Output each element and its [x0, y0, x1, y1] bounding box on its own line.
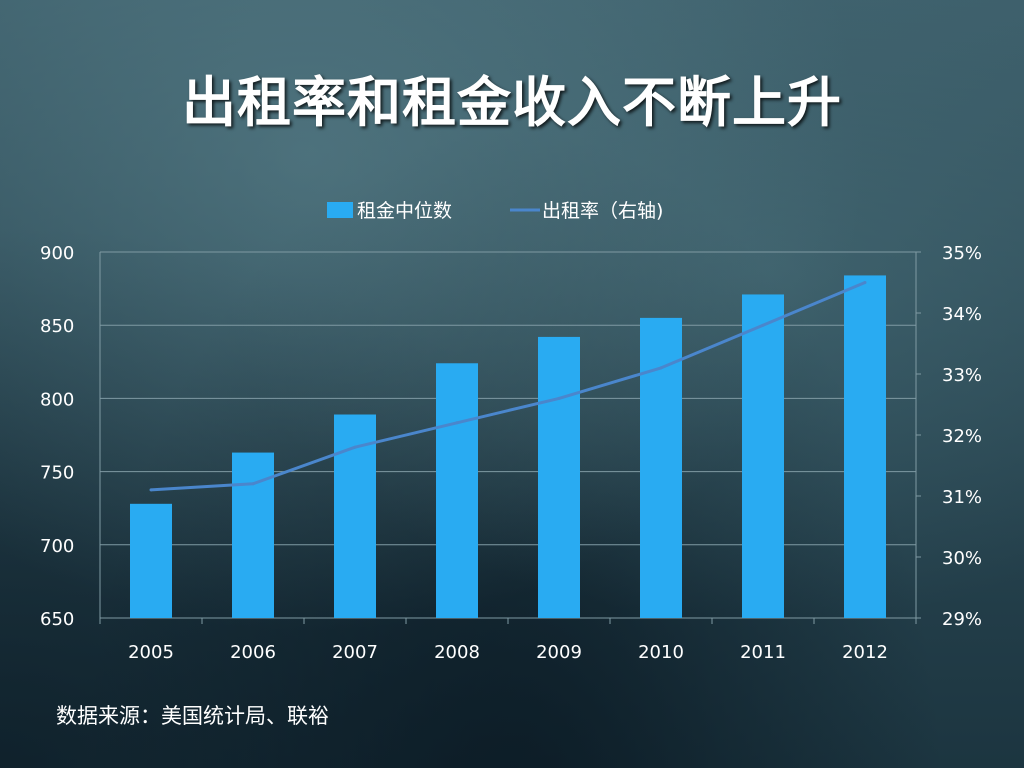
x-axis-tick-label: 2008	[434, 642, 480, 663]
legend-label-bar: 租金中位数	[357, 200, 452, 222]
x-axis-tick-label: 2012	[842, 642, 888, 663]
legend-swatch-bar	[327, 202, 353, 218]
line-point-2005	[149, 488, 153, 492]
bar-2011	[742, 294, 784, 618]
left-axis-tick-label: 800	[40, 389, 74, 410]
bar-2008	[436, 363, 478, 618]
left-axis-tick-label: 900	[40, 243, 74, 264]
line-point-2011	[761, 323, 765, 327]
line-point-2008	[455, 421, 459, 425]
left-axis-tick-label: 850	[40, 316, 74, 337]
line-point-2009	[557, 396, 561, 400]
x-axis-tick-label: 2007	[332, 642, 378, 663]
line-point-2006	[251, 482, 255, 486]
right-axis-tick-label: 34%	[942, 304, 982, 325]
source-note: 数据来源：美国统计局、联裕	[56, 704, 329, 728]
axes: 650 700 750 800 850 900 29% 30% 31% 32% 33% 34% 35% 2…	[40, 243, 982, 663]
x-axis-tick-label: 2010	[638, 642, 684, 663]
slide-title: 出租率和租金收入不断上升	[182, 71, 842, 134]
right-axis-tick-label: 33%	[942, 365, 982, 386]
x-axis-tick-label: 2005	[128, 642, 174, 663]
right-axis-tick-label: 31%	[942, 487, 982, 508]
bar-2005	[130, 503, 172, 618]
legend: 租金中位数 出租率（右轴)	[327, 200, 663, 222]
x-axis-tick-label: 2009	[536, 642, 582, 663]
bar-2009	[538, 336, 580, 618]
legend-label-line: 出租率（右轴)	[542, 200, 663, 222]
grid-lines	[100, 251, 916, 619]
x-axis-tick-label: 2006	[230, 642, 276, 663]
right-axis-tick-label: 32%	[942, 426, 982, 447]
left-axis-tick-label: 750	[40, 463, 74, 484]
bar-series	[130, 275, 886, 618]
left-axis-tick-label: 700	[40, 536, 74, 557]
line-point-2010	[659, 366, 663, 370]
line-occupancy-rate	[150, 281, 866, 492]
line-point-2012	[863, 281, 867, 284]
x-axis-tick-label: 2011	[740, 642, 786, 663]
left-axis-tick-label: 650	[40, 609, 74, 630]
right-axis-tick-label: 29%	[942, 609, 982, 630]
right-axis-tick-label: 35%	[942, 243, 982, 264]
right-axis-tick-label: 30%	[942, 548, 982, 569]
bar-2012	[844, 275, 886, 618]
line-series	[149, 281, 867, 492]
line-point-2007	[353, 445, 357, 449]
